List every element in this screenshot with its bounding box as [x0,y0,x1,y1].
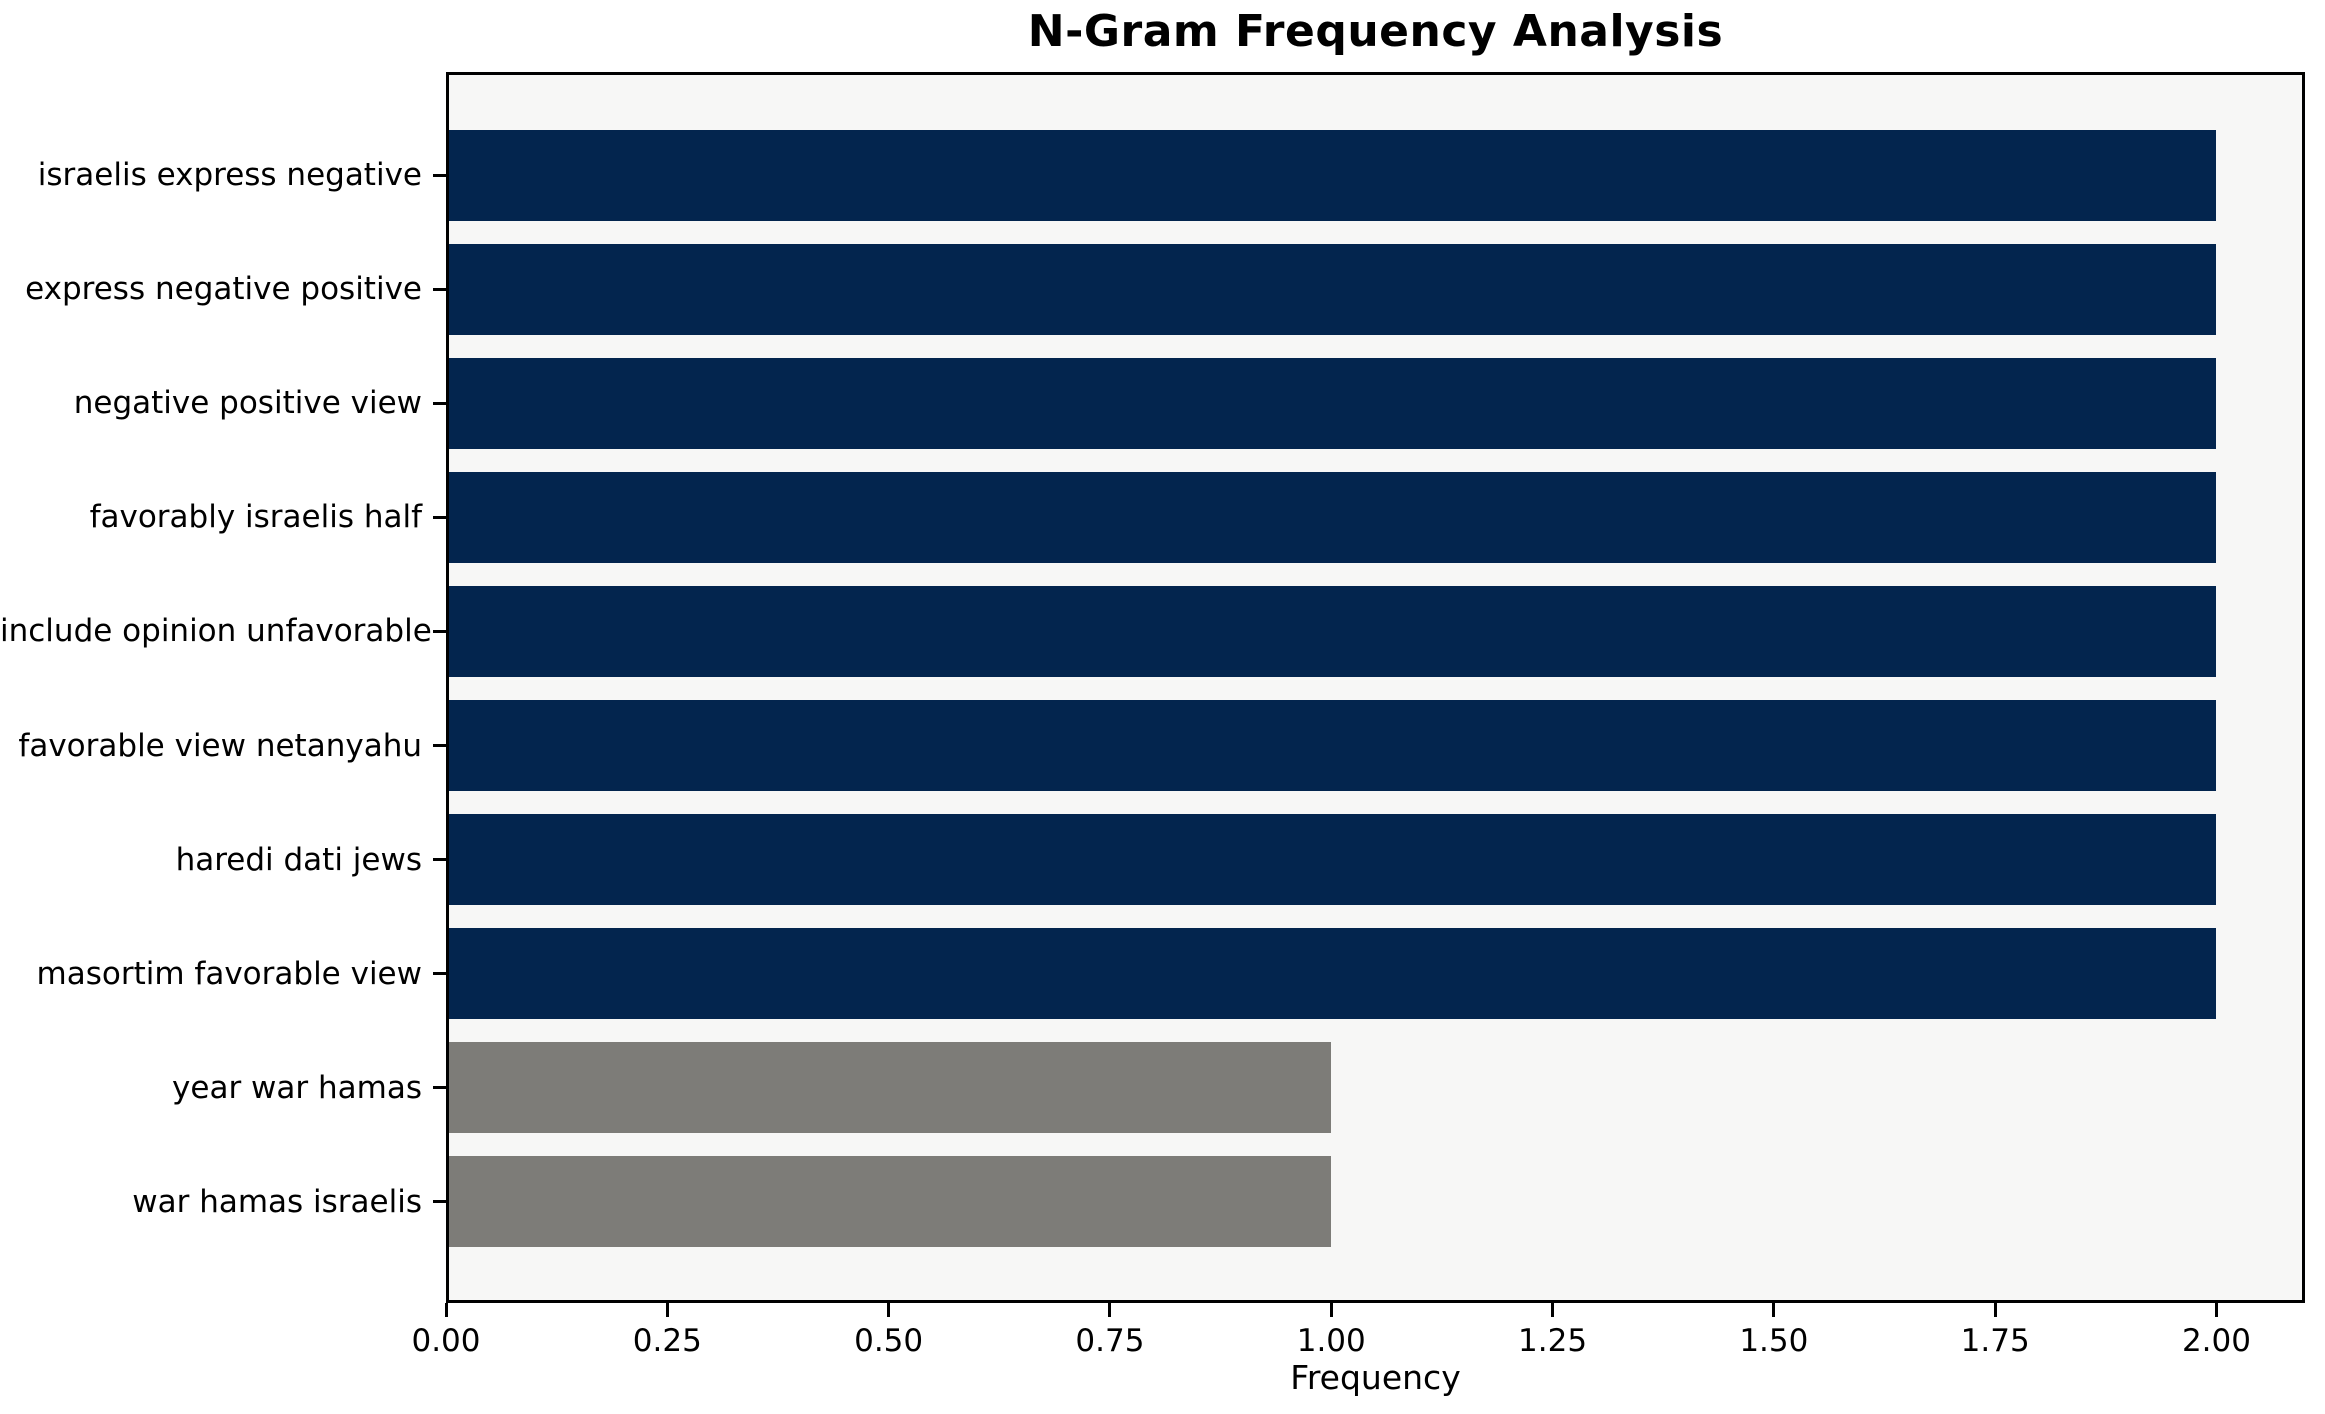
bar-favorably-israelis-half [446,471,2217,563]
bar-year-war-hamas [446,1042,1332,1134]
x-tick-mark [1772,1303,1776,1317]
bar-express-negative-positive [446,243,2217,335]
y-tick-label: favorably israelis half [89,499,422,536]
y-tick-mark [433,858,446,862]
y-tick-label: israelis express negative [37,157,422,193]
x-tick-mark [1108,1303,1112,1317]
chart-title: N-Gram Frequency Analysis [1027,6,1724,57]
y-tick-mark [433,1086,446,1090]
x-tick-label: 2.00 [2181,1323,2251,1359]
bar-haredi-dati-jews [446,814,2217,906]
x-tick-label: 0.75 [1075,1323,1145,1359]
bar-masortim-favorable-view [446,928,2217,1020]
x-tick-mark [1551,1303,1555,1317]
y-tick-mark [433,515,446,519]
y-tick-mark [433,744,446,747]
y-tick-mark [433,629,446,633]
x-tick-label: 1.25 [1518,1323,1588,1359]
x-tick-label: 1.50 [1739,1323,1809,1359]
bar-include-opinion-unfavorable [446,585,2217,677]
y-tick-label: express negative positive [25,271,422,308]
x-tick-mark [665,1303,669,1317]
bar-war-hamas-israelis [446,1156,1332,1248]
y-tick-label: war hamas israelis [132,1183,422,1220]
bar-israelis-express-negative [446,129,2217,221]
bar-favorable-view-netanyahu [446,700,2217,791]
bar-negative-positive-view [446,357,2217,449]
y-tick-mark [433,1200,446,1204]
x-tick-label: 0.50 [854,1323,924,1359]
x-tick-mark [887,1303,891,1317]
y-tick-mark [433,972,446,976]
y-tick-label: negative positive view [73,385,422,422]
x-tick-label: 1.75 [1960,1323,2030,1359]
plot-area [446,72,2305,1303]
y-tick-label: haredi dati jews [175,841,422,878]
y-tick-label: favorable view netanyahu [18,727,422,764]
x-tick-label: 0.25 [632,1323,702,1359]
y-tick-label: include opinion unfavorable [0,613,432,650]
y-tick-mark [433,401,446,405]
y-tick-mark [433,173,446,177]
x-tick-mark [2214,1303,2218,1317]
x-tick-mark [1329,1303,1333,1317]
x-axis-label: Frequency [1290,1358,1461,1397]
y-tick-mark [433,287,446,291]
x-tick-label: 0.00 [411,1323,481,1359]
x-tick-label: 1.00 [1296,1323,1366,1359]
y-tick-label: year war hamas [172,1069,422,1106]
x-tick-mark [1993,1303,1997,1317]
x-tick-mark [444,1303,448,1317]
y-tick-label: masortim favorable view [36,955,422,992]
